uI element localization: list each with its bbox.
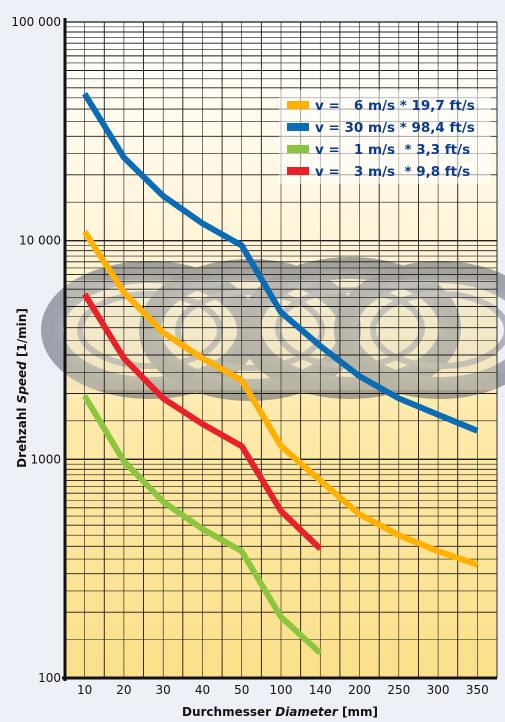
x-tick-label: 140 [309,683,332,697]
y-axis-title: Drehzahl Speed [1/min] [15,308,29,468]
legend-swatch-1 [287,123,309,131]
y-tick-label: 100 [38,671,61,685]
x-tick-label: 50 [234,683,249,697]
bearing-ring [334,261,505,399]
series-layer [82,92,479,656]
axes [62,18,497,681]
legend-box [279,90,491,184]
x-tick-label: 100 [270,683,293,697]
legend-swatch-2 [287,145,309,153]
x-tick-label: 30 [156,683,171,697]
legend-label-1: v = 30 m/s * 98,4 ft/s [315,120,475,136]
legend-label-3: v = 3 m/s * 9,8 ft/s [315,164,470,180]
x-tick-label: 20 [116,683,131,697]
legend-swatch-0 [287,101,309,109]
y-tick-label: 1000 [30,452,61,466]
bearing-inner-ring [77,291,223,369]
legend-swatch-3 [287,167,309,175]
x-tick-label: 10 [77,683,92,697]
x-axis-title: Durchmesser Diameter [mm] [182,705,378,719]
x-tick-label: 40 [195,683,210,697]
bearing-inner-ring [370,291,505,369]
legend-label-2: v = 1 m/s * 3,3 ft/s [315,142,470,158]
bearing-inner-ring [175,289,325,371]
legend-label-0: v = 6 m/s * 19,7 ft/s [315,98,475,114]
x-tick-label: 250 [387,683,410,697]
y-tick-label: 100 000 [11,15,61,29]
tick-labels: 100 1000 10 000 100 000 10 20 30 40 50 100 140 200 2… [11,15,488,697]
legend: v = 6 m/s * 19,7 ft/s v = 30 m/s * 98,4 f… [279,90,491,184]
y-tick-label: 10 000 [19,234,61,248]
x-tick-label: 200 [348,683,371,697]
x-tick-label: 350 [466,683,489,697]
x-tick-label: 300 [427,683,450,697]
